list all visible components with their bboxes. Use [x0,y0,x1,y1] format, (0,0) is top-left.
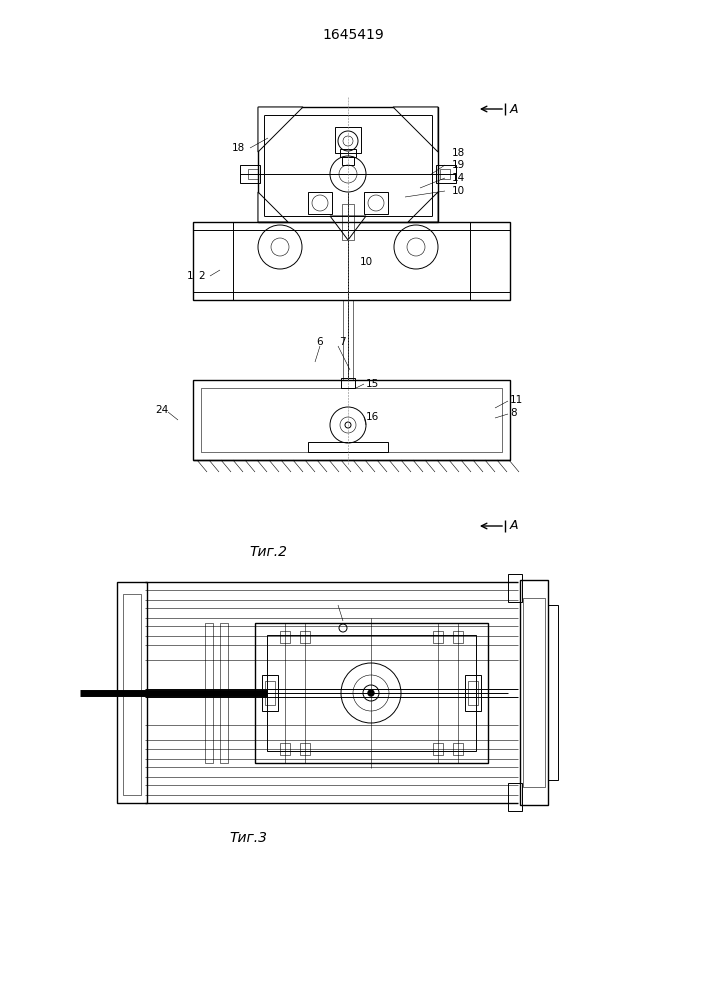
Bar [341,378,355,388]
Bar [308,192,332,214]
Bar [342,204,354,240]
Bar [508,783,522,811]
Text: 6: 6 [317,337,323,347]
Bar [265,681,275,705]
Bar [240,165,260,183]
Text: 19: 19 [452,160,465,170]
Text: 18: 18 [232,143,245,153]
Bar [262,675,278,711]
Bar [308,442,388,452]
Bar [465,675,481,711]
Bar [280,631,290,643]
Bar [468,681,478,705]
Bar [433,743,443,755]
Bar [436,165,456,183]
Bar [548,605,558,780]
Bar [520,580,548,805]
Text: 1645419: 1645419 [322,28,384,42]
Polygon shape [330,216,366,240]
Bar [508,574,522,602]
Text: A: A [510,519,518,532]
Bar [335,127,361,153]
Text: 14: 14 [452,173,465,183]
Bar [280,743,290,755]
Text: 10: 10 [360,257,373,267]
Bar [117,582,147,803]
Bar [433,631,443,643]
Bar [340,149,356,157]
Bar [193,222,510,300]
Text: Τиг.2: Τиг.2 [249,545,287,559]
Text: Τиг.3: Τиг.3 [229,831,267,845]
Text: A: A [510,103,518,116]
Text: 7: 7 [339,337,345,347]
Bar [523,598,545,787]
Bar [258,107,438,222]
Bar [201,388,502,452]
Bar [440,169,450,179]
Text: 11: 11 [510,395,523,405]
Bar [248,169,258,179]
Text: 8: 8 [510,408,517,418]
Text: 1: 1 [187,271,193,281]
Bar [364,192,388,214]
Polygon shape [258,192,288,222]
Bar [123,594,141,795]
Bar [220,623,228,763]
Bar [453,743,463,755]
Bar [453,631,463,643]
Bar [267,635,476,751]
Bar [205,623,213,763]
Text: 16: 16 [366,412,379,422]
Text: 15: 15 [366,379,379,389]
Bar [193,380,510,460]
Text: 24: 24 [155,405,168,415]
Bar [342,157,354,165]
Text: 2: 2 [199,271,205,281]
Polygon shape [393,107,438,152]
Polygon shape [408,192,438,222]
Polygon shape [258,107,303,152]
Bar [255,623,488,763]
Text: 10: 10 [452,186,465,196]
Text: 18: 18 [452,148,465,158]
Circle shape [368,690,374,696]
Bar [300,631,310,643]
Bar [300,743,310,755]
